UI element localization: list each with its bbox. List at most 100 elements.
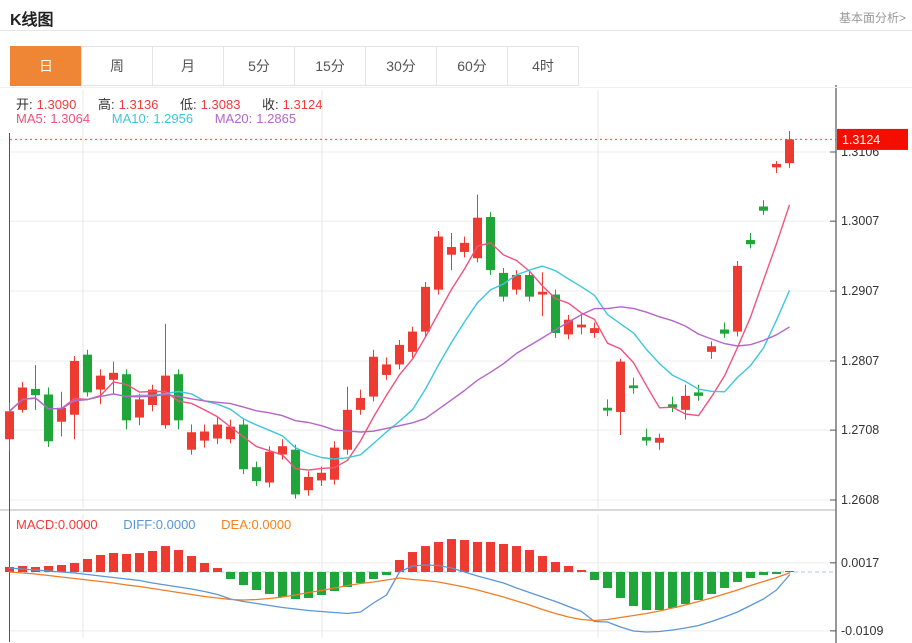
candlestick <box>707 346 716 352</box>
macd-hist-bar <box>252 572 261 590</box>
candlestick <box>5 411 14 440</box>
macd-hist-bar <box>434 541 443 572</box>
candlestick <box>343 409 352 450</box>
tab-period-0[interactable]: 日 <box>10 46 82 86</box>
candlestick <box>70 360 79 415</box>
macd-hist-bar <box>746 572 755 578</box>
macd-hist-bar <box>291 572 300 599</box>
candlestick <box>772 163 781 168</box>
candlestick <box>746 240 755 245</box>
candlestick <box>109 372 118 380</box>
macd-hist-bar <box>239 572 248 586</box>
tab-period-3[interactable]: 5分 <box>223 46 295 86</box>
ma5-label: MA5: <box>16 111 47 126</box>
candlestick <box>577 324 586 328</box>
macd-hist-bar <box>538 556 547 572</box>
candlestick <box>278 446 287 455</box>
fundamental-analysis-link[interactable]: 基本面分析> <box>838 11 906 25</box>
candlestick <box>57 407 66 422</box>
candlestick <box>681 395 690 410</box>
macd-hist-bar <box>525 550 534 572</box>
macd-hist-bar <box>655 572 664 611</box>
candlestick <box>122 374 131 421</box>
macd-hist-bar <box>486 541 495 572</box>
candlestick <box>330 447 339 480</box>
macd-hist-bar <box>265 572 274 594</box>
candlestick <box>226 426 235 440</box>
tab-period-2[interactable]: 月 <box>152 46 224 86</box>
macd-hist-bar <box>330 572 339 592</box>
candlestick <box>265 451 274 483</box>
candlestick <box>629 385 638 389</box>
macd-hist-bar <box>109 552 118 572</box>
ma5-line <box>9 204 791 471</box>
macd-hist-bar <box>603 572 612 588</box>
macd-hist-bar <box>226 572 235 580</box>
candlestick <box>395 344 404 365</box>
macd-hist-bar <box>733 572 742 582</box>
candlestick <box>213 424 222 439</box>
candlestick <box>551 294 560 333</box>
macd-hist-bar <box>356 572 365 584</box>
macd-hist-bar <box>642 572 651 611</box>
candlestick <box>525 274 534 297</box>
candlestick <box>356 397 365 410</box>
candlestick <box>291 449 300 495</box>
candlestick <box>252 467 261 482</box>
macd-hist-bar <box>772 572 781 574</box>
price-tick-label: 1.2807 <box>841 354 879 368</box>
candlestick <box>603 407 612 411</box>
macd-hist-bar <box>148 550 157 572</box>
candlestick <box>382 364 391 375</box>
candlestick <box>655 437 664 443</box>
candlestick <box>369 356 378 397</box>
macd-hist-bar <box>304 572 313 598</box>
ma10-line <box>9 265 791 460</box>
tab-period-7[interactable]: 4时 <box>507 46 579 86</box>
price-tick-label: 1.2907 <box>841 284 879 298</box>
macd-hist-bar <box>187 556 196 572</box>
dea-value: DEA:0.0000 <box>221 517 292 532</box>
tab-period-4[interactable]: 15分 <box>294 46 366 86</box>
candlestick <box>148 389 157 405</box>
macd-hist-bar <box>590 572 599 580</box>
candlestick <box>759 206 768 211</box>
candlestick <box>668 404 677 408</box>
macd-hist-bar <box>161 546 170 572</box>
ohlc-legend: 开: 1.3090 高: 1.3136 低: 1.3083 收: 1.3124 <box>16 94 326 113</box>
candlestick <box>538 291 547 295</box>
macd-hist-bar <box>135 552 144 572</box>
candlestick <box>174 374 183 421</box>
price-tick-label: 1.2708 <box>841 423 879 437</box>
macd-hist-bar <box>512 546 521 572</box>
macd-value: MACD:0.0000 <box>16 517 98 532</box>
macd-tick-label: -0.0109 <box>841 624 883 638</box>
last-price-badge-label: 1.3124 <box>842 133 880 147</box>
macd-hist-bar <box>447 539 456 572</box>
macd-hist-bar <box>681 572 690 605</box>
price-tick-label: 1.2608 <box>841 493 879 507</box>
candlestick <box>434 236 443 290</box>
candlestick <box>83 354 92 393</box>
candlestick <box>642 437 651 441</box>
macd-hist-bar <box>421 546 430 572</box>
macd-hist-bar <box>369 572 378 580</box>
tab-period-6[interactable]: 60分 <box>436 46 508 86</box>
candlestick <box>304 476 313 491</box>
candlestick <box>96 375 105 390</box>
macd-hist-bar <box>616 572 625 598</box>
candlestick <box>694 392 703 396</box>
macd-hist-bar <box>122 554 131 572</box>
macd-tick-label: 0.0017 <box>841 556 879 570</box>
macd-hist-bar <box>564 566 573 572</box>
macd-hist-bar <box>707 572 716 594</box>
candlestick <box>616 361 625 412</box>
candlestick <box>44 394 53 442</box>
ma20-value: 1.2865 <box>256 111 297 126</box>
macd-dea-line <box>8 571 791 622</box>
period-tabbar: 日周月 5分 15分 30分 60分 4时 <box>10 46 579 86</box>
tab-period-1[interactable]: 周 <box>81 46 153 86</box>
candlestick <box>317 472 326 481</box>
tab-period-5[interactable]: 30分 <box>365 46 437 86</box>
